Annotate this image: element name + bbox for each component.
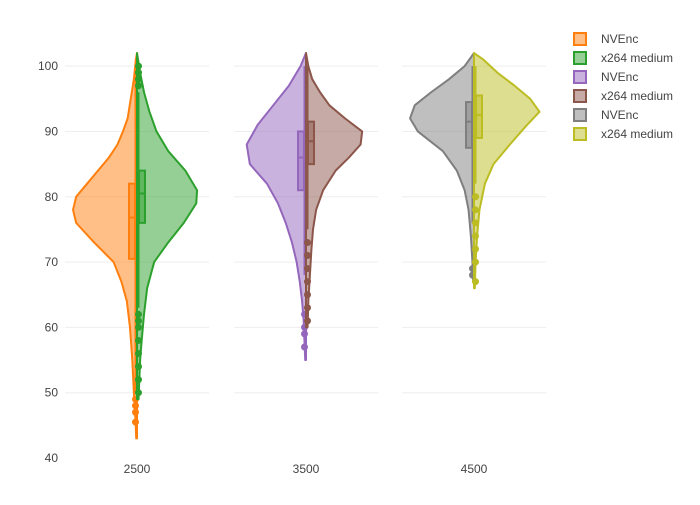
legend-swatch [573,70,587,84]
violin-2500-right [135,52,199,401]
outlier-point [135,317,142,325]
x-tick-label: 2500 [124,462,151,476]
outlier-point [135,62,142,70]
outlier-point [472,245,479,253]
outlier-point [472,206,479,214]
y-tick-label: 100 [38,59,58,73]
legend-item[interactable]: NVEnc [573,108,638,122]
outlier-point [301,343,308,351]
outlier-point [135,376,142,384]
legend-label: x264 medium [601,127,673,141]
outlier-point [132,402,139,410]
legend-swatch [573,89,587,103]
outlier-point [135,69,142,77]
y-tick-label: 50 [45,386,59,400]
outlier-point [304,252,311,260]
legend-item[interactable]: x264 medium [573,127,673,141]
outlier-point [472,258,479,266]
violin-box [138,169,146,224]
legend-item[interactable]: x264 medium [573,51,673,65]
outlier-point [135,82,142,90]
outlier-point [135,310,142,318]
outlier-point [135,389,142,397]
violin-box [465,101,473,149]
outlier-point [135,336,142,344]
y-tick-label: 60 [45,320,59,334]
y-tick-label: 40 [45,451,59,465]
legend[interactable]: NVEnc x264 medium NVEnc x264 medium NVEnc x26… [573,32,673,141]
violin-box [307,120,315,166]
outlier-point [135,323,142,331]
violin-body [245,52,307,362]
outlier-point [472,278,479,286]
violin-3500-right [304,52,364,329]
violin-body [72,52,138,440]
legend-item[interactable]: NVEnc [573,32,638,46]
violin-body [409,52,475,283]
violin-box [128,182,136,260]
outlier-point [472,219,479,227]
legend-label: NVEnc [601,32,638,46]
violin-2500-left [72,52,139,440]
violin-plots [72,52,541,440]
y-axis: 40 50 60 70 80 90 100 [38,59,58,465]
legend-swatch [573,32,587,46]
violin-body [136,52,199,401]
violin-3500-left [245,52,308,362]
y-tick-label: 70 [45,255,59,269]
y-tick-label: 90 [45,124,59,138]
legend-swatch [573,108,587,122]
violin-box [475,94,483,139]
violin-body [473,52,541,290]
outlier-point [135,363,142,371]
legend-item[interactable]: x264 medium [573,89,673,103]
x-axis: 2500 3500 4500 [124,462,488,476]
outlier-point [135,350,142,357]
violin-4500-left [409,52,476,283]
outlier-point [472,193,479,201]
violin-box [297,130,305,192]
legend-swatch [573,51,587,65]
outlier-point [304,278,311,286]
legend-label: x264 medium [601,51,673,65]
legend-label: x264 medium [601,89,673,103]
outlier-point [135,75,142,83]
outlier-point [301,330,308,338]
outlier-point [132,408,139,416]
legend-item[interactable]: NVEnc [573,70,638,84]
legend-swatch [573,127,587,141]
outlier-point [304,317,311,325]
outlier-point [132,418,139,426]
violin-4500-right [472,52,541,290]
x-tick-label: 4500 [461,462,488,476]
outlier-point [304,265,311,273]
violin-body [305,52,364,329]
outlier-point [304,291,311,299]
outlier-point [304,238,311,246]
legend-label: NVEnc [601,108,638,122]
x-tick-label: 3500 [293,462,320,476]
y-tick-label: 80 [45,190,59,204]
outlier-point [472,232,479,240]
legend-label: NVEnc [601,70,638,84]
outlier-point [304,304,311,312]
